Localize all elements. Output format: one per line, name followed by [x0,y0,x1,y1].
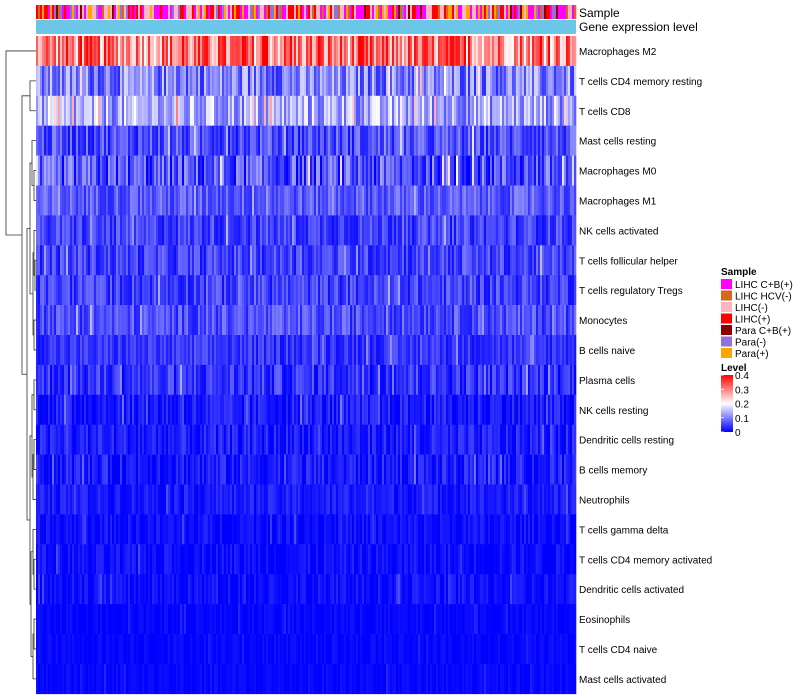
row-label: Dendritic cells activated [579,585,684,596]
heatmap-row [36,574,577,605]
heatmap-row [36,335,577,366]
sample-legend-label: LIHC C+B(+) [735,280,793,291]
sample-legend-label: Para(+) [735,349,769,360]
row-label: Plasma cells [579,376,635,387]
row-label: B cells naive [579,346,636,357]
row-dendrogram [5,50,36,680]
sample-legend-label: Para(-) [735,338,766,349]
dendrogram-branch [33,558,36,590]
heatmap-row [36,185,577,216]
dendrogram-branch [34,259,36,291]
heatmap-row [36,275,577,306]
sample-annotation-track [36,5,577,19]
gene-expression-track [36,20,576,34]
sample-legend: Sample LIHC C+B(+)LIHC HCV(-)LIHC(-)LIHC… [721,267,793,360]
heatmap-row [36,544,577,575]
level-legend-title: Level [721,363,747,374]
dendrogram-branch [33,439,36,470]
heatmap-row [36,484,577,515]
dendrogram-branch [32,528,36,575]
level-tick-label: 0.4 [735,371,749,382]
sample-legend-label: LIHC HCV(-) [735,292,792,303]
sample-legend-swatch [721,348,732,358]
level-tick-label: 0.1 [735,414,749,425]
row-labels: Macrophages M2 T cells CD4 memory resting… [579,47,712,686]
dendrogram-branch [33,170,36,201]
heatmap-row [36,394,577,425]
heatmap-row [36,604,577,635]
heatmap-row [36,364,577,396]
row-label: Macrophages M0 [579,167,657,178]
sample-legend-label: LIHC(-) [735,303,768,314]
row-label: T cells regulatory Tregs [579,286,683,297]
heatmap-row [36,245,577,276]
row-label: T cells CD8 [579,107,631,118]
row-label: T cells CD4 memory resting [579,77,702,88]
dendrogram-branch [33,618,36,650]
gene-expression-track-label: Gene expression level [579,20,698,34]
dendrogram-branch [29,162,33,295]
heatmap-row [36,215,577,246]
sample-legend-title: Sample [721,267,757,278]
row-label: NK cells resting [579,406,648,417]
row-label: T cells gamma delta [579,525,669,536]
sample-legend-swatch [721,279,732,289]
level-tick-label: 0 [735,428,741,439]
row-label: Mast cells resting [579,137,656,148]
dendrogram-branch [29,80,36,112]
heatmap-row [36,514,577,545]
heatmap-row [36,424,577,455]
row-label: NK cells activated [579,226,658,237]
heatmap-body [36,36,577,695]
dendrogram-branch [5,50,36,236]
heatmap-row [36,454,577,485]
sample-legend-swatch [721,336,732,347]
dendrogram-branch [33,319,36,351]
row-label: Dendritic cells resting [579,436,674,447]
heatmap-row [36,663,577,695]
heatmap-row [36,634,577,665]
row-label: T cells CD4 memory activated [579,555,712,566]
row-label: Neutrophils [579,495,630,506]
row-label: T cells CD4 naive [579,645,658,656]
heatmap-row [36,95,577,126]
sample-track-label: Sample [579,6,620,20]
row-label: Macrophages M2 [579,47,657,58]
row-label: Eosinophils [579,615,630,626]
dendrogram-branch [32,633,36,680]
row-label: T cells follicular helper [579,256,678,267]
sample-legend-swatch [721,290,732,301]
level-legend: Level 0.4 0.3 0.2 0.1 0 [721,363,749,439]
sample-legend-label: LIHC(+) [735,315,770,326]
dendrogram-branch [33,379,36,411]
sample-legend-swatch [721,302,732,312]
heatmap-row [36,125,577,156]
heatmap-row [36,305,577,336]
sample-legend-label: Para C+B(+) [735,326,791,337]
heatmap-row [36,155,577,186]
sample-legend-swatch [721,325,732,335]
row-label: Mast cells activated [579,675,666,686]
row-label: Monocytes [579,316,627,327]
heatmap-row [36,65,577,97]
heatmap-row [36,36,577,67]
sample-legend-swatch [721,313,732,324]
level-tick-label: 0.2 [735,400,749,411]
dendrogram-branch [21,95,30,375]
dendrogram-branch [32,454,36,500]
dendrogram-branch [26,228,30,521]
level-tick-label: 0.3 [735,385,749,396]
row-label: Macrophages M1 [579,196,657,207]
row-label: B cells memory [579,466,647,477]
